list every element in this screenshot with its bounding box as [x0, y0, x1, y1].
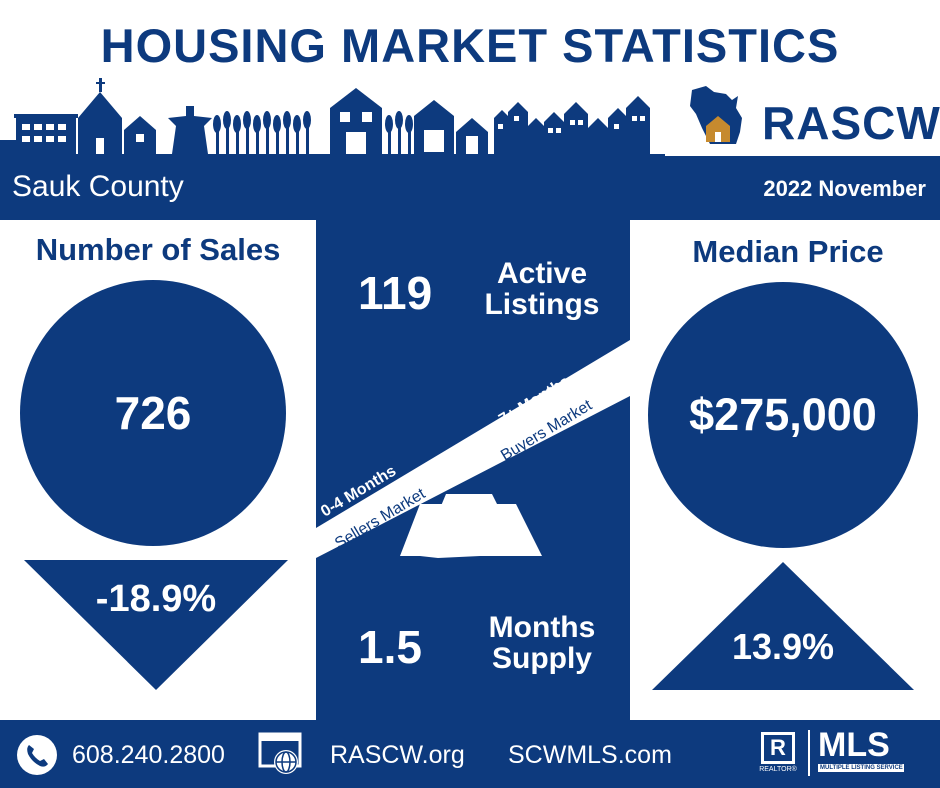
seesaw-graphic: [316, 340, 630, 558]
active-label-line1: Active: [496, 257, 588, 290]
mls-text: MLS: [818, 726, 890, 764]
wisconsin-house-icon: [690, 86, 742, 144]
footer-phone[interactable]: 608.240.2800: [72, 741, 225, 769]
mls-sub: MULTIPLE LISTING SERVICE: [818, 764, 904, 772]
price-circle: $275,000: [648, 282, 918, 548]
price-up-triangle: [652, 562, 914, 690]
mls-logo: MLS MULTIPLE LISTING SERVICE: [818, 728, 918, 772]
price-value: $275,000: [689, 389, 877, 440]
report-period: 2022 November: [763, 176, 926, 201]
footer-site-rascw[interactable]: RASCW.org: [330, 741, 465, 769]
county-name: Sauk County: [12, 170, 184, 203]
realtor-text: REALTOR®: [759, 766, 797, 773]
active-label-line2: Listings: [484, 288, 600, 321]
active-listings-value: 119: [358, 267, 433, 319]
phone-icon: [17, 735, 57, 775]
footer-divider: [808, 730, 810, 776]
town-skyline: [0, 78, 665, 158]
realtor-icon: R REALTOR®: [758, 732, 798, 776]
supply-label-line1: Months: [488, 611, 596, 644]
logo-text: RASCW: [762, 97, 940, 149]
supply-label-line2: Supply: [491, 642, 592, 675]
sales-heading: Number of Sales: [35, 232, 281, 267]
footer-site-scwmls[interactable]: SCWMLS.com: [508, 741, 672, 769]
realtor-mark: R: [761, 732, 795, 764]
months-supply-value: 1.5: [358, 621, 422, 673]
page-title: HOUSING MARKET STATISTICS: [100, 19, 840, 72]
months-supply-label: Months Supply: [470, 612, 614, 674]
sales-value: 726: [114, 387, 192, 439]
active-listings-label: Active Listings: [470, 258, 614, 320]
price-change: 13.9%: [731, 626, 835, 667]
sales-change: -18.9%: [95, 578, 217, 620]
sales-circle: 726: [20, 280, 286, 546]
sales-down-triangle: [24, 560, 288, 690]
price-heading: Median Price: [692, 234, 884, 269]
header-band: [0, 156, 940, 220]
web-icon: [258, 732, 302, 774]
footer-bar: [0, 720, 940, 788]
